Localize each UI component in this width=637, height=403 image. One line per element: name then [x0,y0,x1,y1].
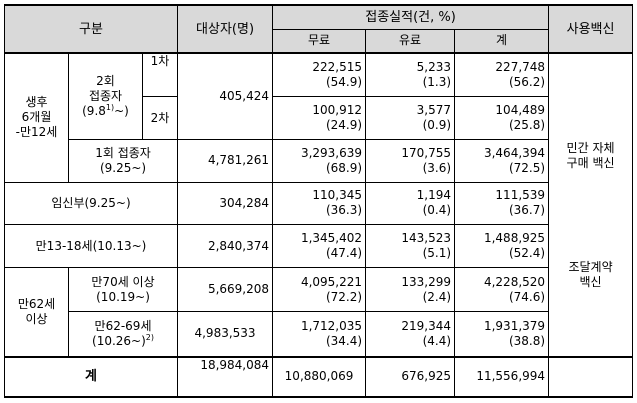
one-dose-free: 3,293,639 (68.9) [272,139,367,183]
dose1-free: 222,515 (54.9) [272,52,367,97]
sub-two-dose-label: 2회 접종자 (9.8 [82,74,123,119]
total-free: 10,880,069 [272,355,367,399]
dose1-paid: 5,233 (1.3) [365,52,456,97]
one-dose-label: 1회 접종자 (9.25~) [67,139,179,183]
sub-two-dose: 2회 접종자 (9.81)~) [68,52,143,141]
pregnant-free: 110,345 (36.3) [272,181,367,225]
elder70-total: 4,228,520 (74.6) [454,267,550,312]
teen-target: 2,840,374 [177,223,274,269]
pregnant-total: 111,539 (36.7) [454,181,550,225]
one-dose-paid: 170,755 (3.6) [365,139,456,183]
elder-group: 만62세 이상 [4,267,69,358]
elder70-label: 만70세 이상 (10.19~) [67,267,179,312]
dose2-free: 100,912 (24.9) [272,95,367,141]
teen-free: 1,345,402 (47.4) [272,223,367,269]
dose1-total: 227,748 (56.2) [454,52,550,97]
teen-total: 1,488,925 (52.4) [454,223,550,269]
vaccine-contract: 조달계약 백신 [548,224,634,358]
elder70-free: 4,095,221 (72.2) [272,267,367,312]
elder62-total: 1,931,379 (38.8) [454,310,550,358]
elder62-text: 만62-69세 (10.26~) [92,318,152,348]
header-total: 계 [454,28,550,54]
one-dose-total: 3,464,394 (72.5) [454,139,550,183]
sub-two-dose-tail: ~) [114,104,129,119]
vaccination-table: 구분 대상자(명) 접종실적(건, %) 사용백신 무료 유료 계 생후 6개월… [3,4,634,399]
pregnant-paid: 1,194 (0.4) [365,181,456,225]
total-label: 계 [3,355,179,399]
elder62-target: 4,983,533 [177,310,274,358]
elder62-label: 만62-69세 (10.26~)2) [67,310,179,358]
dose2-paid: 3,577 (0.9) [365,95,456,141]
header-paid: 유료 [365,28,456,54]
one-dose-target: 4,781,261 [177,139,274,183]
teen-label: 만13-18세(10.13~) [3,223,179,269]
total-target: 18,984,084 [177,355,274,399]
dose-target: 405,424 [177,52,274,141]
elder70-paid: 133,299 (2.4) [365,267,456,312]
header-performance: 접종실적(건, %) [272,4,550,30]
dose-2-label: 2차 [141,95,179,141]
total-total: 11,556,994 [454,355,550,399]
header-category: 구분 [3,4,179,54]
footnote-1: 1) [105,103,115,113]
header-vaccine: 사용백신 [548,4,634,54]
pregnant-target: 304,284 [177,181,274,225]
teen-paid: 143,523 (5.1) [365,223,456,269]
elder62-paid: 219,344 (4.4) [365,310,456,358]
dose-1-label: 1차 [141,52,179,97]
footnote-2: 2) [145,332,155,342]
elder62-free: 1,712,035 (34.4) [272,310,367,358]
elder70-target: 5,669,208 [177,267,274,312]
header-free: 무료 [272,28,367,54]
pregnant-label: 임신부(9.25~) [3,181,179,225]
total-paid: 676,925 [365,355,456,399]
group-infant: 생후 6개월 -만12세 [4,52,69,183]
total-vaccine-empty [548,355,634,399]
dose2-total: 104,489 (25.8) [454,95,550,141]
vaccine-self: 민간 자체 구매 백신 [548,52,634,225]
header-target: 대상자(명) [177,4,274,54]
